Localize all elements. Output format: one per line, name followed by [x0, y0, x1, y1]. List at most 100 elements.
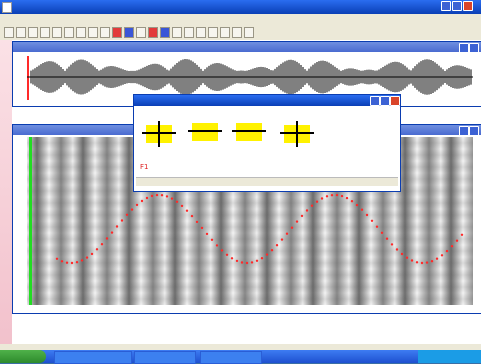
- cursor-marker[interactable]: [27, 56, 29, 100]
- dialog-value-label: F1: [140, 163, 149, 171]
- minimize-icon[interactable]: [459, 43, 469, 53]
- waveform-trace: [30, 59, 472, 95]
- pitch-point: [445, 249, 449, 253]
- formant-swatch-1[interactable]: [142, 121, 176, 147]
- pitch-point: [60, 260, 64, 263]
- toolbar-button[interactable]: [196, 27, 206, 38]
- minimize-icon[interactable]: [370, 96, 380, 106]
- pitch-point: [85, 256, 89, 259]
- pitch-point: [305, 209, 309, 212]
- maximize-icon[interactable]: [380, 96, 390, 106]
- pitch-point: [400, 252, 404, 256]
- pitch-point: [330, 194, 334, 197]
- pitch-point: [335, 193, 339, 197]
- toolbar-button[interactable]: [208, 27, 218, 38]
- formant-swatch-3[interactable]: [232, 123, 266, 141]
- pitch-point: [255, 259, 259, 262]
- pitch-point: [225, 253, 229, 256]
- toolbar-button[interactable]: [40, 27, 50, 38]
- pitch-point: [370, 219, 374, 222]
- waveform-plot[interactable]: [13, 53, 479, 103]
- toolbar-button[interactable]: [148, 27, 158, 38]
- toolbar-button[interactable]: [220, 27, 230, 38]
- pitch-point: [205, 232, 209, 236]
- toolbar-button[interactable]: [112, 27, 122, 38]
- pitch-point: [160, 194, 164, 197]
- pitch-point: [280, 238, 284, 241]
- taskbar-item[interactable]: [200, 351, 262, 364]
- toolbar-button[interactable]: [172, 27, 182, 38]
- close-icon[interactable]: [463, 1, 473, 11]
- pitch-point: [315, 200, 319, 203]
- pitch-point: [275, 244, 279, 247]
- pitch-point: [120, 219, 124, 222]
- pitch-point: [290, 226, 294, 229]
- status-bar: [0, 344, 481, 350]
- pitch-point: [240, 261, 244, 264]
- pitch-point: [215, 244, 219, 247]
- dialog-horizontal-scrollbar[interactable]: [136, 177, 398, 186]
- pitch-point: [270, 249, 274, 252]
- start-button[interactable]: [0, 350, 46, 363]
- pitch-point: [380, 231, 384, 234]
- formant-swatch-2[interactable]: [188, 123, 222, 141]
- pitch-point: [70, 261, 74, 265]
- pitch-point: [130, 208, 134, 211]
- pitch-point: [375, 225, 379, 228]
- pitch-point: [235, 259, 239, 263]
- toolbar-button[interactable]: [28, 27, 38, 38]
- pitch-point: [180, 204, 184, 208]
- pitch-point: [100, 243, 104, 246]
- maximize-icon[interactable]: [469, 43, 479, 53]
- toolbar-button[interactable]: [184, 27, 194, 38]
- pitch-point: [110, 231, 114, 234]
- menu-bar: [0, 14, 481, 24]
- pitch-point: [425, 261, 429, 264]
- toolbar-button[interactable]: [100, 27, 110, 38]
- formant-dialog[interactable]: F1: [133, 94, 401, 192]
- pitch-point: [105, 237, 109, 240]
- pitch-point: [360, 208, 364, 211]
- green-cursor-line[interactable]: [29, 137, 32, 305]
- pitch-point: [340, 194, 344, 198]
- formant-swatch-4[interactable]: [280, 121, 314, 147]
- pitch-point: [395, 248, 399, 251]
- pitch-point: [385, 237, 389, 240]
- taskbar-item[interactable]: [54, 351, 132, 364]
- pitch-point: [165, 195, 169, 198]
- toolbar-button[interactable]: [232, 27, 242, 38]
- pitch-point: [90, 252, 94, 256]
- pitch-point: [65, 261, 69, 264]
- taskbar-item[interactable]: [134, 351, 196, 364]
- maximize-icon[interactable]: [452, 1, 462, 11]
- toolbar-button[interactable]: [52, 27, 62, 38]
- toolbar-button[interactable]: [76, 27, 86, 38]
- pitch-point: [265, 253, 269, 256]
- pitch-point: [245, 261, 249, 265]
- pitch-point: [115, 225, 119, 228]
- toolbar-button[interactable]: [124, 27, 134, 38]
- pitch-point: [350, 200, 354, 203]
- waveform-window[interactable]: [12, 41, 481, 107]
- pitch-point: [175, 200, 179, 203]
- pitch-point: [95, 248, 99, 251]
- minimize-icon[interactable]: [441, 1, 451, 11]
- toolbar-button[interactable]: [64, 27, 74, 38]
- desktop-edge: [0, 40, 12, 344]
- toolbar-button[interactable]: [244, 27, 254, 38]
- toolbar-button[interactable]: [160, 27, 170, 38]
- toolbar-button[interactable]: [88, 27, 98, 38]
- taskbar: [0, 350, 481, 364]
- close-icon[interactable]: [390, 96, 400, 106]
- minimize-icon[interactable]: [459, 126, 469, 136]
- maximize-icon[interactable]: [469, 126, 479, 136]
- toolbar-button[interactable]: [136, 27, 146, 38]
- app-icon: [2, 2, 12, 13]
- pitch-point: [405, 256, 409, 259]
- toolbar-button[interactable]: [4, 27, 14, 38]
- pitch-point: [440, 254, 444, 257]
- pitch-point: [310, 204, 314, 207]
- toolbar-button[interactable]: [16, 27, 26, 38]
- pitch-point: [345, 196, 349, 200]
- pitch-point: [155, 193, 159, 197]
